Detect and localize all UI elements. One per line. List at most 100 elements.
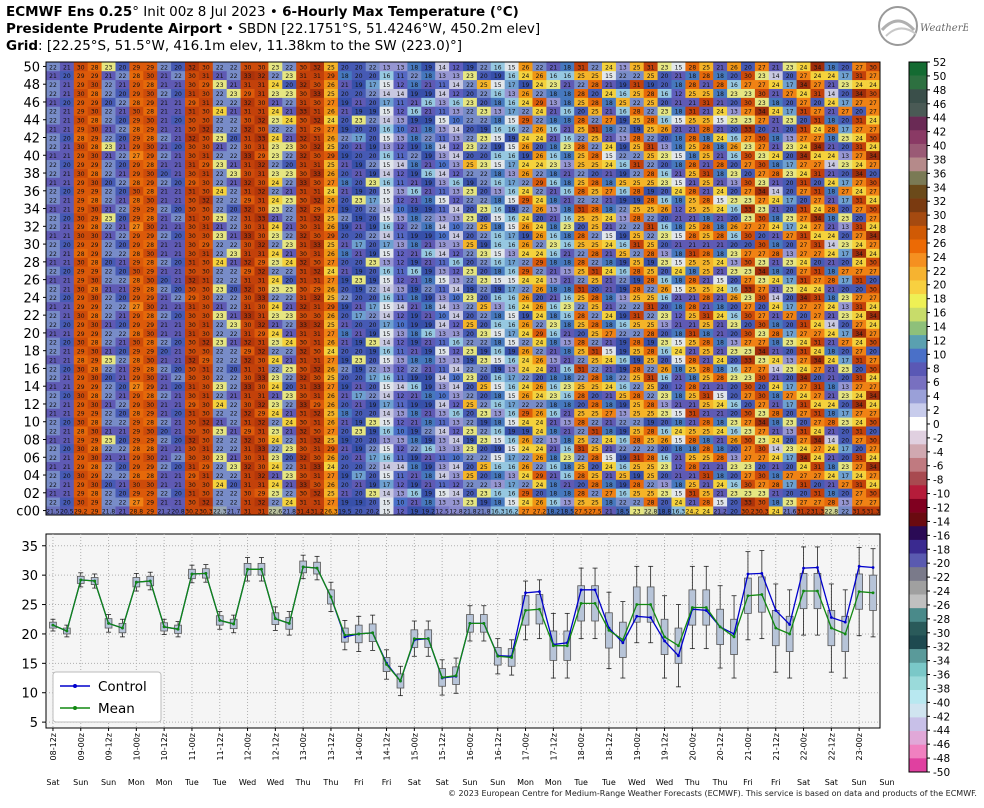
heatmap-cell — [226, 364, 241, 374]
heatmap-cell-label: 20 — [466, 206, 474, 213]
heatmap-cell-label: 22 — [216, 242, 224, 249]
heatmap-cell-label: 10 — [397, 428, 405, 435]
heatmap-cell-label: 21.8 — [102, 508, 116, 515]
heatmap-cell-label: 22 — [49, 295, 57, 302]
heatmap-cell-label: 21 — [550, 295, 558, 302]
heatmap-cell — [532, 479, 547, 489]
heatmap-cell-label: 21 — [828, 428, 836, 435]
heatmap-cell — [379, 461, 394, 471]
heatmap-cell-label: 29 — [133, 162, 141, 169]
heatmap-cell-label: 21 — [160, 322, 168, 329]
heatmap-cell-label: 18 — [563, 233, 571, 240]
heatmap-cell-label: 20 — [841, 375, 849, 382]
heatmap-cell-label: 15 — [675, 153, 683, 160]
heatmap-cell-label: 20 — [730, 393, 738, 400]
heatmap-cell-label: 15 — [675, 357, 683, 364]
heatmap-cell-label: 12 — [675, 464, 683, 471]
heatmap-cell — [254, 364, 269, 374]
heatmap-cell-label: 24 — [828, 331, 836, 338]
heatmap-cell — [615, 408, 631, 418]
heatmap-cell-label: 31 — [299, 464, 307, 471]
heatmap-cell — [226, 470, 241, 480]
heatmap-cell-label: 25 — [647, 206, 655, 213]
heatmap-cell-label: 28 — [828, 420, 836, 427]
heatmap-cell-label: 13 — [397, 215, 405, 222]
heatmap-cell-label: 27 — [605, 491, 613, 498]
heatmap-cell — [435, 381, 450, 391]
heatmap-cell-label: 28 — [689, 189, 697, 196]
heatmap-cell — [810, 443, 825, 454]
heatmap-cell-label: 32 — [244, 437, 252, 444]
heatmap-cell — [713, 408, 728, 418]
heatmap-cell — [254, 372, 269, 383]
heatmap-cell-label: 29 — [77, 304, 85, 311]
heatmap-cell — [421, 435, 436, 445]
heatmap-cell — [73, 506, 88, 516]
heatmap-cell-label: 30 — [744, 313, 752, 320]
heatmap-cell-label: 29 — [91, 384, 99, 391]
heatmap-cell-label: 21 — [424, 482, 432, 489]
heatmap-cell-label: 16 — [424, 331, 432, 338]
heatmap-cell — [254, 452, 269, 463]
heatmap-cell — [171, 470, 186, 480]
heatmap-cell — [449, 372, 464, 383]
heatmap-cell-label: 28 — [146, 420, 154, 427]
heatmap-cell-label: 22 — [647, 366, 655, 373]
heatmap-cell-label: 20 — [174, 411, 182, 418]
heatmap-cell-label: 18 — [675, 198, 683, 205]
heatmap-cell-label: 32 — [313, 366, 321, 373]
heatmap-cell-label: 26 — [536, 455, 544, 462]
heatmap-cell — [588, 426, 603, 436]
heatmap-cell-label: 23 — [272, 260, 280, 267]
heatmap-cell-label: 22 — [230, 153, 238, 160]
heatmap-cell — [73, 417, 88, 427]
heatmap-cell-label: 11 — [397, 153, 405, 160]
heatmap-cell-label: 20 — [369, 242, 377, 249]
heatmap-cell-label: 30 — [188, 482, 196, 489]
heatmap-cell-label: 24 — [772, 198, 780, 205]
heatmap-cell — [546, 488, 561, 498]
heatmap-cell — [782, 390, 797, 400]
heatmap-cell-label: 15 — [494, 357, 502, 364]
heatmap-cell-label: 22 — [160, 313, 168, 320]
heatmap-cell — [198, 399, 214, 409]
heatmap-cell — [615, 435, 631, 445]
heatmap-cell-label: 31 — [188, 464, 196, 471]
heatmap-cell-label: 32 — [313, 198, 321, 205]
heatmap-cell-label: 29 — [133, 375, 141, 382]
heatmap-cell-label: 30 — [869, 437, 877, 444]
heatmap-cell-label: 23 — [563, 384, 571, 391]
heatmap-cell-label: 23 — [355, 357, 363, 364]
heatmap-cell-label: 17 — [508, 331, 516, 338]
heatmap-cell-label: 21.2 — [713, 508, 727, 515]
heatmap-cell — [212, 399, 227, 409]
heatmap-cell-label: 21 — [174, 322, 182, 329]
heatmap-cell — [337, 461, 353, 471]
heatmap-cell — [296, 470, 311, 480]
heatmap-cell-label: 19 — [355, 420, 363, 427]
heatmap-cell-label: 22 — [577, 455, 585, 462]
heatmap-cell-label: 20 — [841, 349, 849, 356]
heatmap-cell — [337, 452, 353, 463]
heatmap-cell-label: 20 — [119, 269, 127, 276]
heatmap-cell — [810, 426, 825, 436]
heatmap-cell — [560, 417, 575, 427]
heatmap-cell-label: 30 — [188, 500, 196, 507]
heatmap-cell-label: 31 — [814, 491, 822, 498]
heatmap-cell — [240, 364, 255, 374]
heatmap-cell-label: 22 — [480, 286, 488, 293]
heatmap-cell-label: 17 — [355, 242, 363, 249]
heatmap-cell-label: 19 — [355, 215, 363, 222]
heatmap-cell-label: 21 — [49, 357, 57, 364]
heatmap-cell — [768, 408, 783, 418]
heatmap-cell-label: 23 — [466, 428, 474, 435]
heatmap-cell-label: 16 — [730, 402, 738, 409]
heatmap-cell-label: 12 — [397, 171, 405, 178]
heatmap-cell-label: 10 — [452, 295, 460, 302]
heatmap-cell — [560, 381, 575, 391]
heatmap-cell — [838, 426, 853, 436]
heatmap-cell-label: 30 — [188, 171, 196, 178]
heatmap-cell-label: 20 — [577, 331, 585, 338]
heatmap-cell-label: 31 — [702, 313, 710, 320]
heatmap-cell-label: 21 — [63, 428, 71, 435]
